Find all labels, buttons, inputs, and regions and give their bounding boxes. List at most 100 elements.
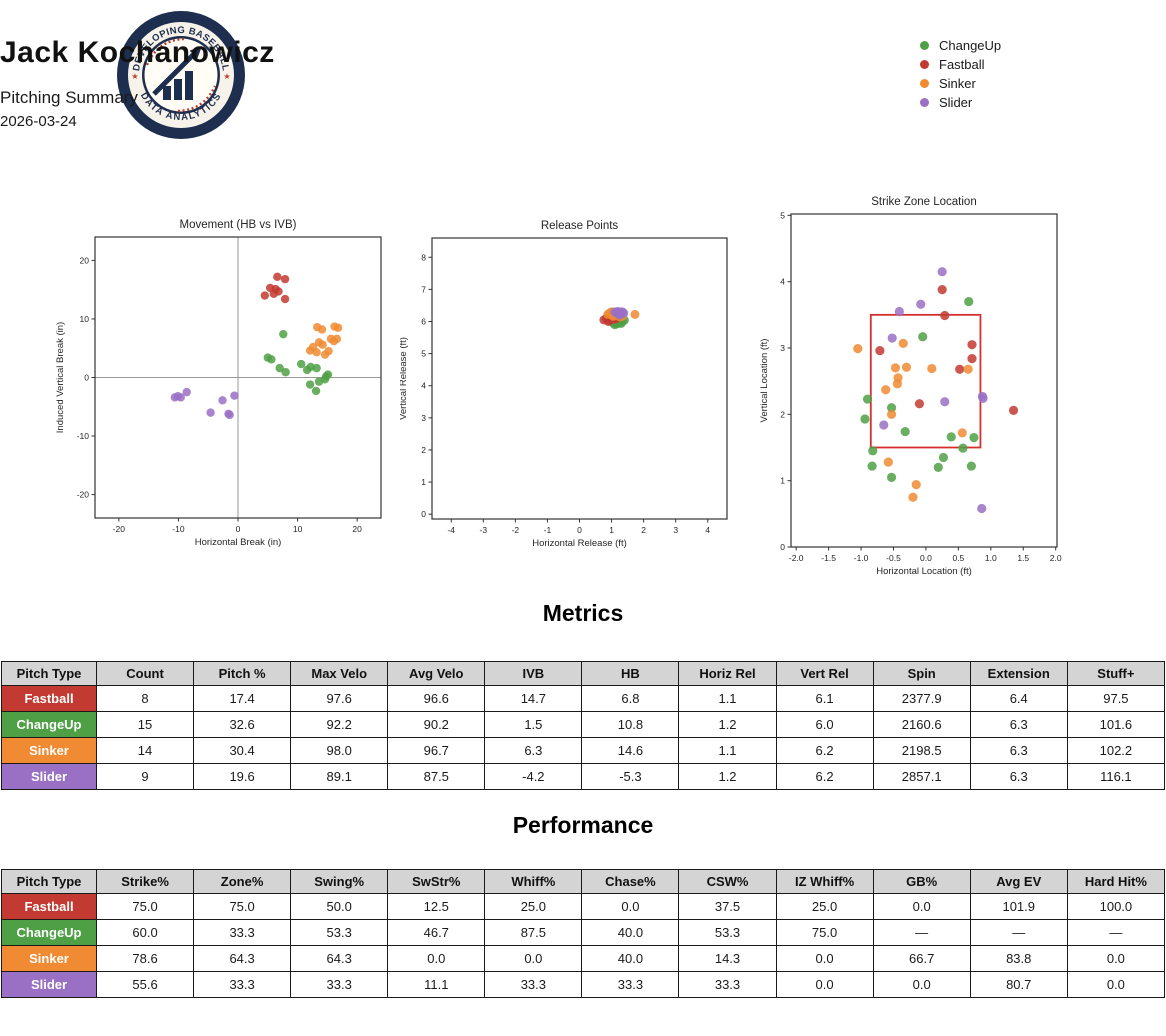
x-tick-label: 1.0 [985, 553, 997, 563]
sinker-point [881, 385, 891, 395]
column-header: Hard Hit% [1066, 869, 1166, 894]
stat-cell: 6.3 [969, 711, 1068, 738]
stat-cell: — [969, 919, 1068, 946]
stat-cell: 0.0 [581, 893, 680, 920]
stat-cell: 116.1 [1066, 763, 1166, 790]
x-tick-label: 0.5 [952, 553, 964, 563]
performance-section-heading: Performance [512, 812, 654, 838]
stat-cell: 2377.9 [872, 685, 971, 712]
logo: DEVELOPING BASEBALL DATA ANALYTICS ★ ★ [117, 11, 245, 139]
sinker-point [329, 337, 339, 346]
column-header: Spin [872, 661, 971, 686]
y-tick-label: 5 [780, 210, 785, 220]
column-header: Stuff+ [1066, 661, 1166, 686]
pitch-type-cell: ChangeUp [1, 711, 97, 738]
changeup-point [958, 443, 968, 453]
x-tick-label: 0 [577, 525, 582, 535]
y-tick-label: 7 [421, 284, 426, 294]
stat-cell: — [1066, 919, 1166, 946]
sinker-point [333, 323, 343, 332]
changeup-point [862, 394, 873, 404]
stat-cell: 46.7 [387, 919, 486, 946]
stat-cell: — [872, 919, 971, 946]
logo-bar-1 [163, 86, 171, 100]
changeup-point [886, 472, 897, 482]
changeup-dot-icon [920, 41, 929, 50]
baseball-stitch-bottom [177, 85, 217, 113]
sinker-point [630, 309, 640, 319]
changeup-point [946, 432, 956, 442]
page-title: Jack Kochanowicz [0, 36, 275, 69]
stat-cell: 0.0 [484, 945, 583, 972]
stat-cell: 102.2 [1066, 737, 1166, 764]
column-header: Chase% [581, 869, 680, 894]
fastball-series [260, 272, 290, 304]
sinker-point [317, 325, 327, 334]
stat-cell: 0.0 [872, 971, 971, 998]
stat-cell: 97.6 [290, 685, 389, 712]
column-header: IVB [484, 661, 583, 686]
stat-cell: 64.3 [193, 945, 292, 972]
baseball-icon [144, 38, 218, 112]
column-header: HB [581, 661, 680, 686]
changeup-point [321, 372, 331, 381]
table-row-slider: Slider 9 19.6 89.1 87.5 -4.2 -5.3 1.2 6.2 2857.1 6… [1, 763, 1166, 790]
strike-zone-rect [869, 313, 982, 449]
slider-point [940, 397, 950, 407]
metrics-table: Pitch Type Count Pitch % Max Velo Avg Velo IV… [1, 661, 1166, 790]
stat-cell: 2198.5 [872, 737, 971, 764]
column-header: Pitch Type [1, 661, 97, 686]
stat-cell: 30.4 [193, 737, 292, 764]
legend-label: Sinker [939, 76, 976, 91]
y-tick-label: -20 [77, 490, 90, 500]
stat-cell: 66.7 [872, 945, 971, 972]
stat-cell: 55.6 [95, 971, 195, 998]
sinker-series [853, 338, 973, 502]
metrics-section-heading: Metrics [542, 600, 624, 626]
baseball-stitch-top [145, 37, 185, 66]
pitch-type-cell: Slider [1, 971, 97, 998]
column-header: Strike% [95, 869, 195, 894]
changeup-point [918, 332, 928, 342]
logo-arrow-head [189, 46, 202, 59]
stat-cell: 75.0 [193, 893, 292, 920]
table-row-sinker: Sinker 14 30.4 98.0 96.7 6.3 14.6 1.1 6.2 2198.5 6… [1, 737, 1166, 764]
sinker-point [963, 364, 973, 374]
sinker-point [911, 480, 921, 490]
release-points-chart: -4 -3 -2 -1 0 1 2 3 4 0 1 2 3 4 5 6 7 8 Release Points Hori… [400, 220, 728, 549]
fastball-series [875, 285, 1019, 415]
stat-cell: 6.3 [484, 737, 583, 764]
movement-chart: -20 -10 0 10 20 -20 -10 0 10 20 Movement (HB vs IV… [55, 219, 382, 548]
column-header: Avg EV [969, 869, 1068, 894]
x-tick-label: 1 [609, 525, 614, 535]
page-subtitle: Pitching Summary [0, 88, 138, 107]
slider-point [916, 299, 926, 309]
changeup-point [860, 414, 870, 424]
stat-cell: 101.9 [969, 893, 1068, 920]
fastball-point [937, 285, 947, 295]
changeup-point [311, 386, 321, 396]
slider-point [978, 393, 988, 404]
stat-cell: 1.2 [678, 763, 777, 790]
header-row: Pitch Type Strike% Zone% Swing% SwStr% Whiff%… [1, 869, 1166, 894]
changeup-point [933, 462, 943, 472]
slider-point [225, 410, 234, 420]
column-header: Avg Velo [387, 661, 486, 686]
axes-frame [790, 213, 1058, 548]
changeup-point [868, 446, 878, 456]
stat-cell: 98.0 [290, 737, 389, 764]
stat-cell: 101.6 [1066, 711, 1166, 738]
y-tick-label: 8 [421, 252, 426, 262]
changeup-point [275, 363, 284, 373]
sinker-point [957, 428, 967, 438]
y-tick-label: 5 [421, 349, 426, 359]
changeup-series [263, 329, 333, 396]
y-tick-label: 6 [421, 316, 426, 326]
sinker-point [324, 346, 333, 356]
stat-cell: 33.3 [193, 919, 292, 946]
legend-label: ChangeUp [939, 38, 1002, 53]
stat-cell: 92.2 [290, 711, 389, 738]
x-tick-label: 4 [705, 525, 710, 535]
stat-cell: 8 [95, 685, 195, 712]
sinker-point [898, 338, 908, 348]
